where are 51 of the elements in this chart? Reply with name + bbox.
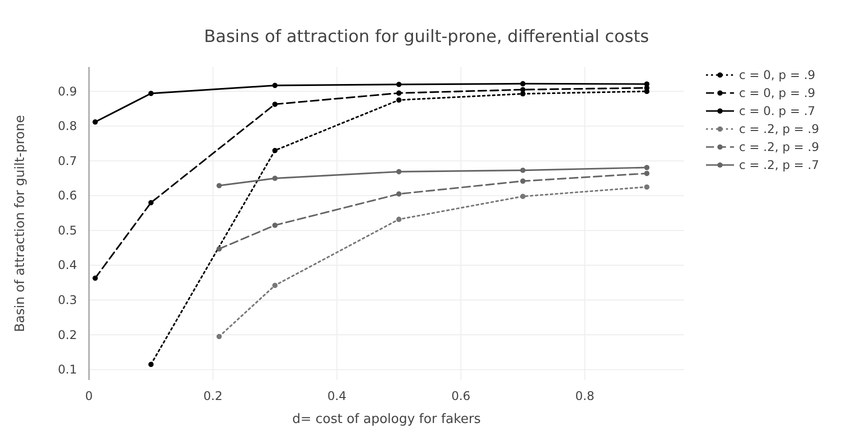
legend-label: c = 0. p = .7 bbox=[739, 104, 816, 118]
legend-label: c = 0, p = .9 bbox=[739, 86, 816, 100]
point bbox=[148, 90, 154, 96]
point bbox=[644, 184, 650, 190]
point bbox=[272, 148, 278, 154]
x-tick-label: 0.2 bbox=[203, 389, 223, 403]
legend-label: c = .2, p = .9 bbox=[739, 122, 820, 136]
y-tick-label: 0.1 bbox=[58, 362, 77, 377]
legend-label: c = .2, p = .7 bbox=[739, 158, 820, 172]
y-tick-label: 0.4 bbox=[58, 258, 77, 272]
y-tick-label: 0.2 bbox=[58, 328, 77, 342]
point bbox=[272, 176, 278, 181]
y-tick-label: 0.8 bbox=[58, 119, 77, 134]
point bbox=[520, 86, 526, 92]
point bbox=[92, 119, 98, 125]
y-tick-label: 0.6 bbox=[58, 188, 77, 203]
point bbox=[644, 164, 650, 170]
y-axis-title: Basin of attraction for guilt-prone bbox=[13, 115, 28, 332]
point bbox=[272, 222, 278, 228]
point bbox=[396, 97, 402, 103]
x-axis-title: d= cost of apology for fakers bbox=[292, 412, 482, 427]
point bbox=[272, 102, 278, 107]
legend-label: c = 0, p = .9 bbox=[739, 68, 816, 82]
point bbox=[216, 182, 222, 188]
point bbox=[520, 81, 526, 86]
point bbox=[520, 194, 526, 200]
point bbox=[272, 82, 278, 88]
point bbox=[272, 282, 278, 288]
x-tick-label: 0.8 bbox=[575, 389, 594, 403]
y-tick-label: 0.3 bbox=[58, 293, 77, 308]
point bbox=[644, 170, 650, 176]
point bbox=[92, 275, 98, 281]
chart-title: Basins of attraction for guilt-prone, differential costs bbox=[204, 27, 650, 47]
x-tick-label: 0.4 bbox=[327, 389, 346, 403]
x-tick-label: 0.6 bbox=[451, 389, 470, 403]
point bbox=[396, 90, 402, 96]
point bbox=[396, 82, 402, 88]
point bbox=[216, 334, 222, 340]
point bbox=[148, 200, 154, 206]
point bbox=[520, 168, 526, 173]
y-tick-label: 0.9 bbox=[58, 84, 77, 98]
point bbox=[216, 246, 222, 252]
point bbox=[520, 178, 526, 184]
y-tick-label: 0.7 bbox=[58, 154, 77, 168]
point bbox=[396, 191, 402, 197]
point bbox=[148, 362, 154, 367]
y-tick-label: 0.5 bbox=[58, 223, 77, 238]
point bbox=[396, 169, 402, 174]
legend-label: c = .2, p = .9 bbox=[739, 140, 820, 154]
x-tick-label: 0 bbox=[85, 389, 93, 403]
point bbox=[396, 216, 402, 222]
